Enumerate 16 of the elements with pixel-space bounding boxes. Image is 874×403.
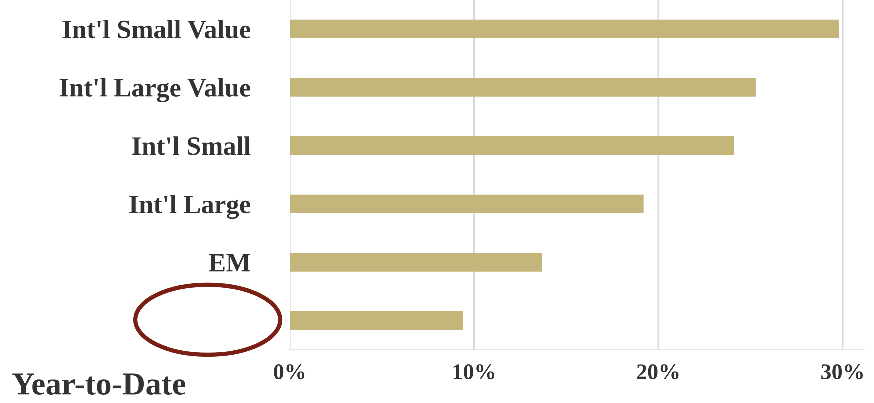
y-tick-label: EM bbox=[209, 254, 250, 272]
y-tick-label: Int'l Large Value bbox=[60, 78, 250, 102]
bar bbox=[290, 194, 644, 214]
bar bbox=[290, 78, 756, 97]
x-tick-label: 10% bbox=[454, 364, 494, 380]
bar bbox=[290, 20, 840, 38]
x-tick-label: 0% bbox=[274, 364, 305, 380]
y-tick-label: Int'l Small Value bbox=[62, 20, 250, 39]
y-tick-label: Int'l Small bbox=[132, 136, 251, 156]
bar bbox=[290, 253, 542, 272]
bar bbox=[290, 312, 464, 330]
bar bbox=[290, 136, 734, 156]
x-tick-label: 20% bbox=[637, 364, 679, 380]
text: Year-to-Date bbox=[12, 374, 186, 395]
x-tick-label: 30% bbox=[822, 364, 864, 380]
y-tick-label: Int'l Large bbox=[130, 195, 250, 220]
